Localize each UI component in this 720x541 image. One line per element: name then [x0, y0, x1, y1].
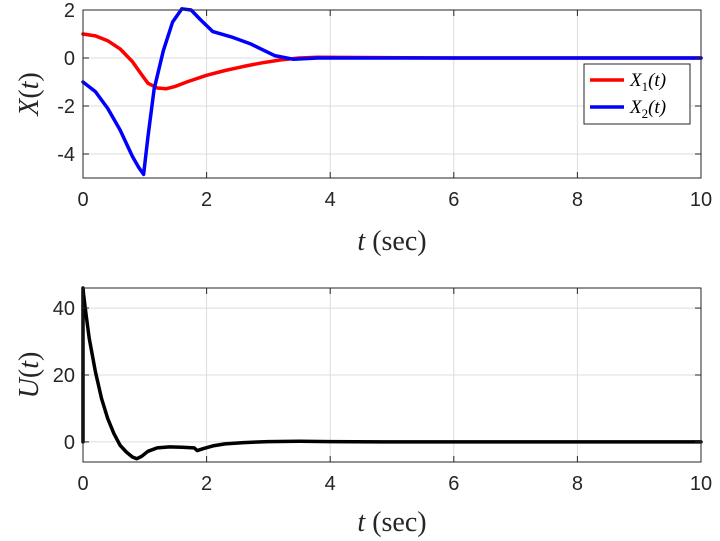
y-axis-label-arg: t: [14, 360, 45, 369]
x-tick-label: 0: [77, 473, 88, 495]
legend-label-arg: (t): [648, 97, 666, 118]
legend-label-main: X: [629, 70, 643, 91]
y-axis-label: U(t): [14, 352, 45, 399]
y-axis-label-var: X: [14, 98, 45, 117]
legend-box: [583, 63, 691, 125]
y-tick-label: 20: [53, 365, 75, 387]
x-axis-label-unit: (sec): [372, 507, 426, 538]
x-tick-label: 8: [572, 189, 583, 211]
legend-label-2: X2(t): [629, 97, 666, 121]
x-axis-label-space: [365, 507, 372, 538]
y-axis-label-open: (: [14, 369, 45, 378]
legend: X1(t)X2(t): [583, 63, 691, 125]
y-tick-label: 2: [64, 0, 75, 22]
y-axis-label: X(t): [14, 72, 45, 117]
x-axis-label-var: t: [357, 507, 366, 538]
legend-label-arg: (t): [648, 70, 666, 91]
x-tick-label: 2: [201, 473, 212, 495]
x-axis-label: t (sec): [357, 226, 426, 257]
x-tick-label: 6: [448, 473, 459, 495]
x-tick-label: 4: [325, 473, 336, 495]
legend-label-subscript: 2: [642, 106, 649, 121]
legend-label-subscript: 1: [642, 79, 649, 94]
y-axis-label-close: ): [14, 72, 45, 81]
x-tick-label: 6: [448, 189, 459, 211]
legend-label-1: X1(t): [629, 70, 666, 94]
y-tick-label: 40: [53, 298, 75, 320]
x-tick-label: 2: [201, 189, 212, 211]
x-axis-label-space: [365, 226, 372, 257]
x-tick-label: 0: [77, 189, 88, 211]
axes-box: [82, 9, 702, 179]
x-tick-label: 10: [690, 473, 712, 495]
y-axis-label-open: (: [14, 89, 45, 98]
y-tick-label: -4: [57, 144, 75, 166]
x-axis-label-unit: (sec): [372, 226, 426, 257]
y-axis-label-arg: t: [14, 80, 45, 89]
series-line-u: [81, 286, 703, 461]
x-axis-label-var: t: [357, 226, 366, 257]
y-axis-label-close: ): [14, 352, 45, 361]
x-tick-label: 8: [572, 473, 583, 495]
x-tick-label: 4: [325, 189, 336, 211]
x-tick-label: 10: [690, 189, 712, 211]
x-axis-label: t (sec): [357, 507, 426, 538]
y-axis-label-var: U: [14, 376, 45, 398]
y-tick-label: -2: [57, 96, 75, 118]
y-tick-label: 0: [64, 432, 75, 454]
legend-label-main: X: [629, 97, 643, 118]
y-tick-label: 0: [64, 48, 75, 70]
